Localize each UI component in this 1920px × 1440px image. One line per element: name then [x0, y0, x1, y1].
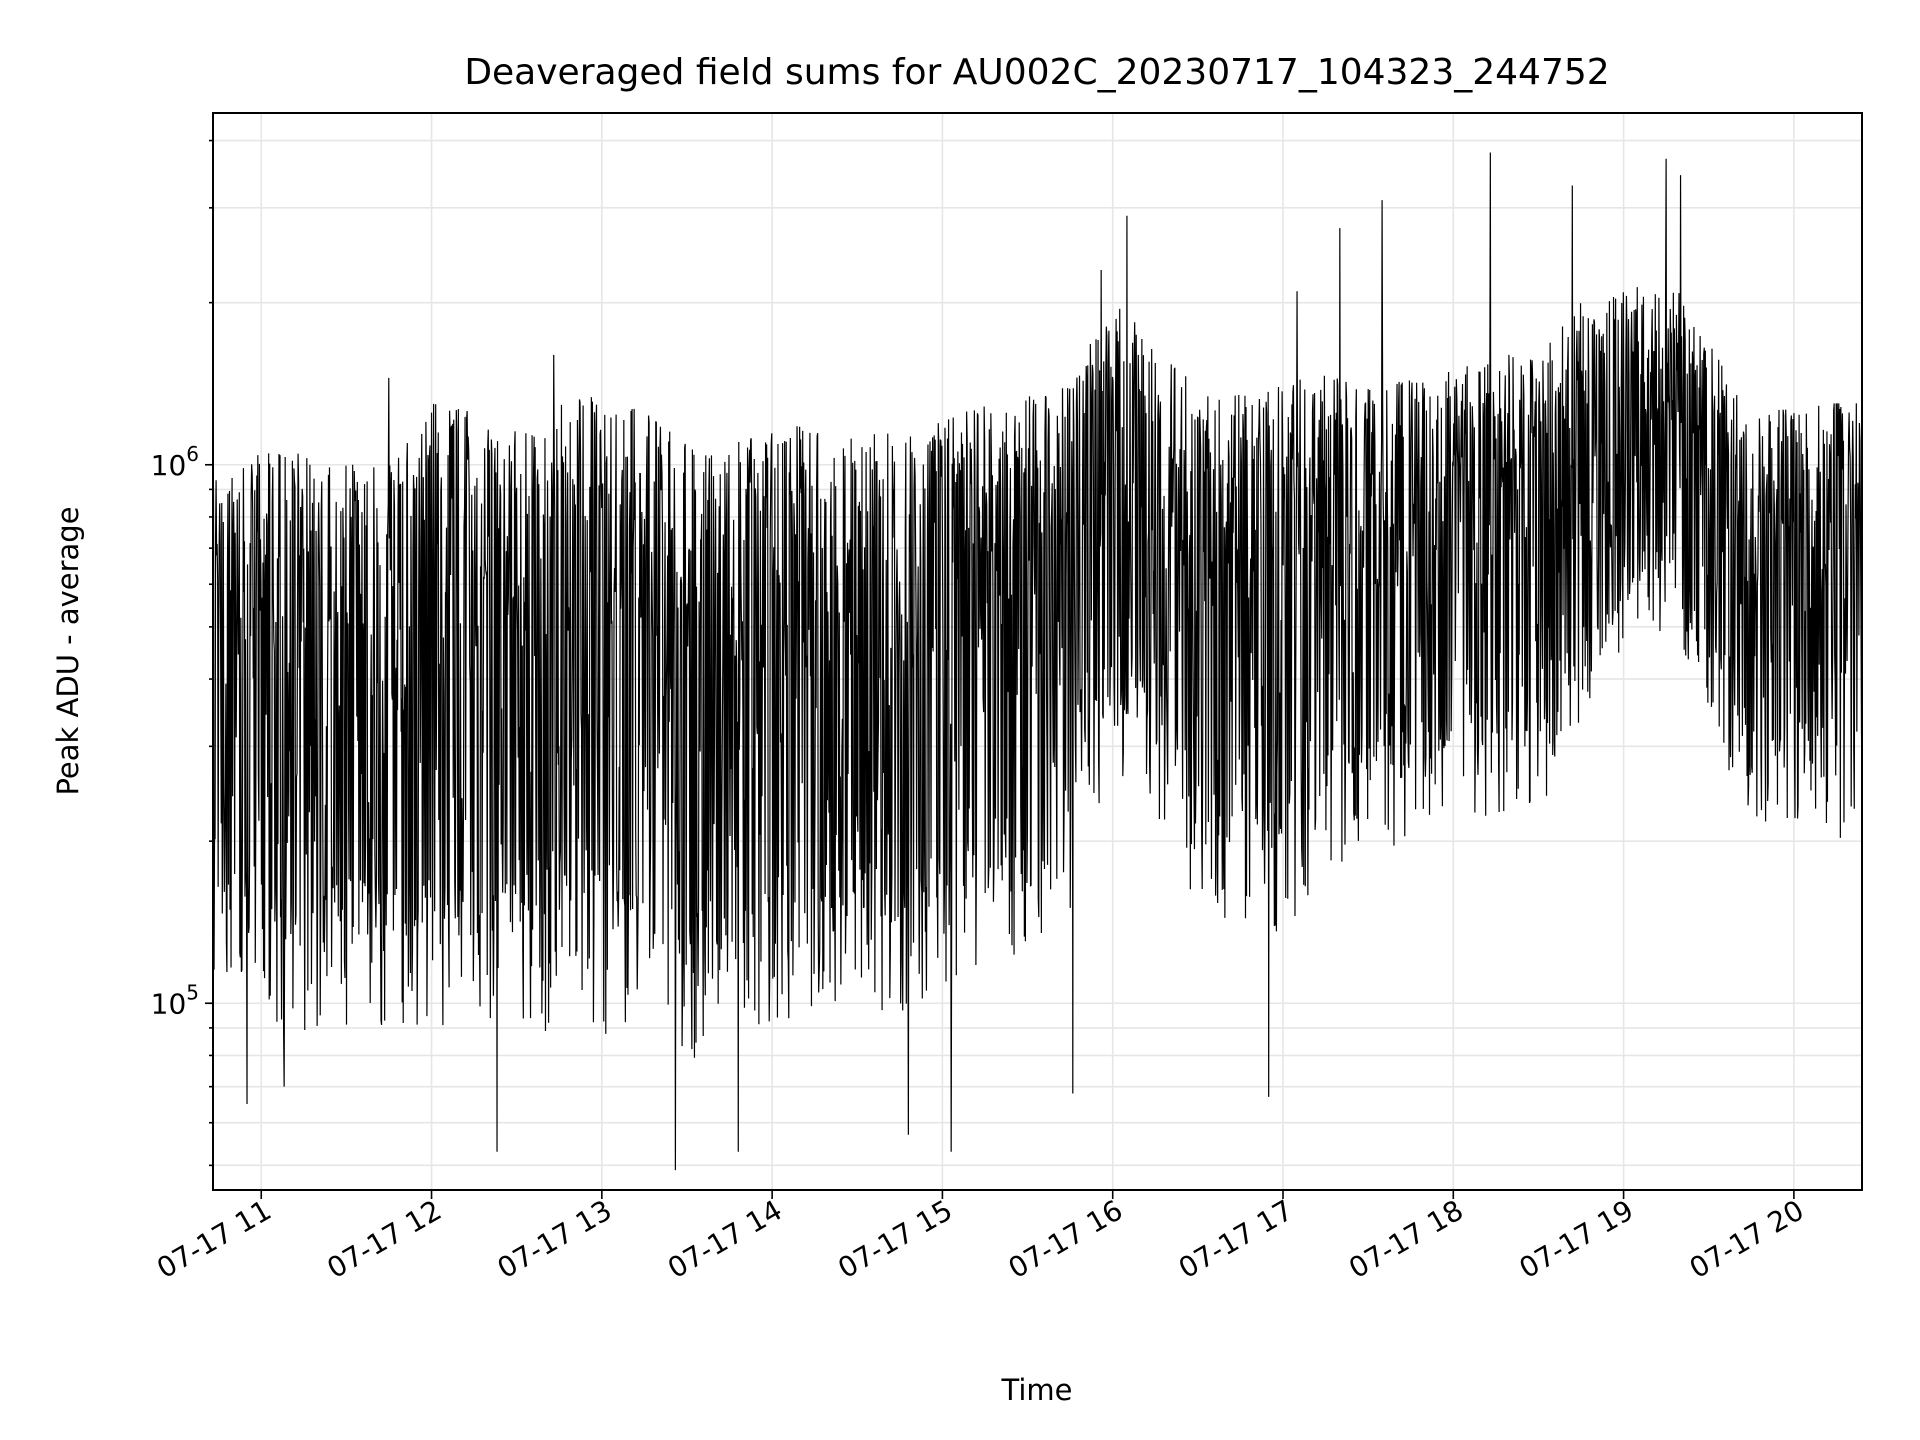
y-axis-label: Peak ADU - average	[51, 506, 85, 795]
x-axis-label: Time	[1001, 1373, 1073, 1407]
chart-title: Deaveraged field sums for AU002C_2023071…	[464, 52, 1609, 93]
plot-area	[213, 152, 1862, 1171]
plot-frame	[212, 112, 1863, 1191]
y-tick-label: 105	[151, 980, 199, 1020]
y-axis: 105 106	[151, 139, 213, 1167]
y-tick-label: 106	[151, 442, 199, 482]
series-line	[213, 152, 1862, 1171]
